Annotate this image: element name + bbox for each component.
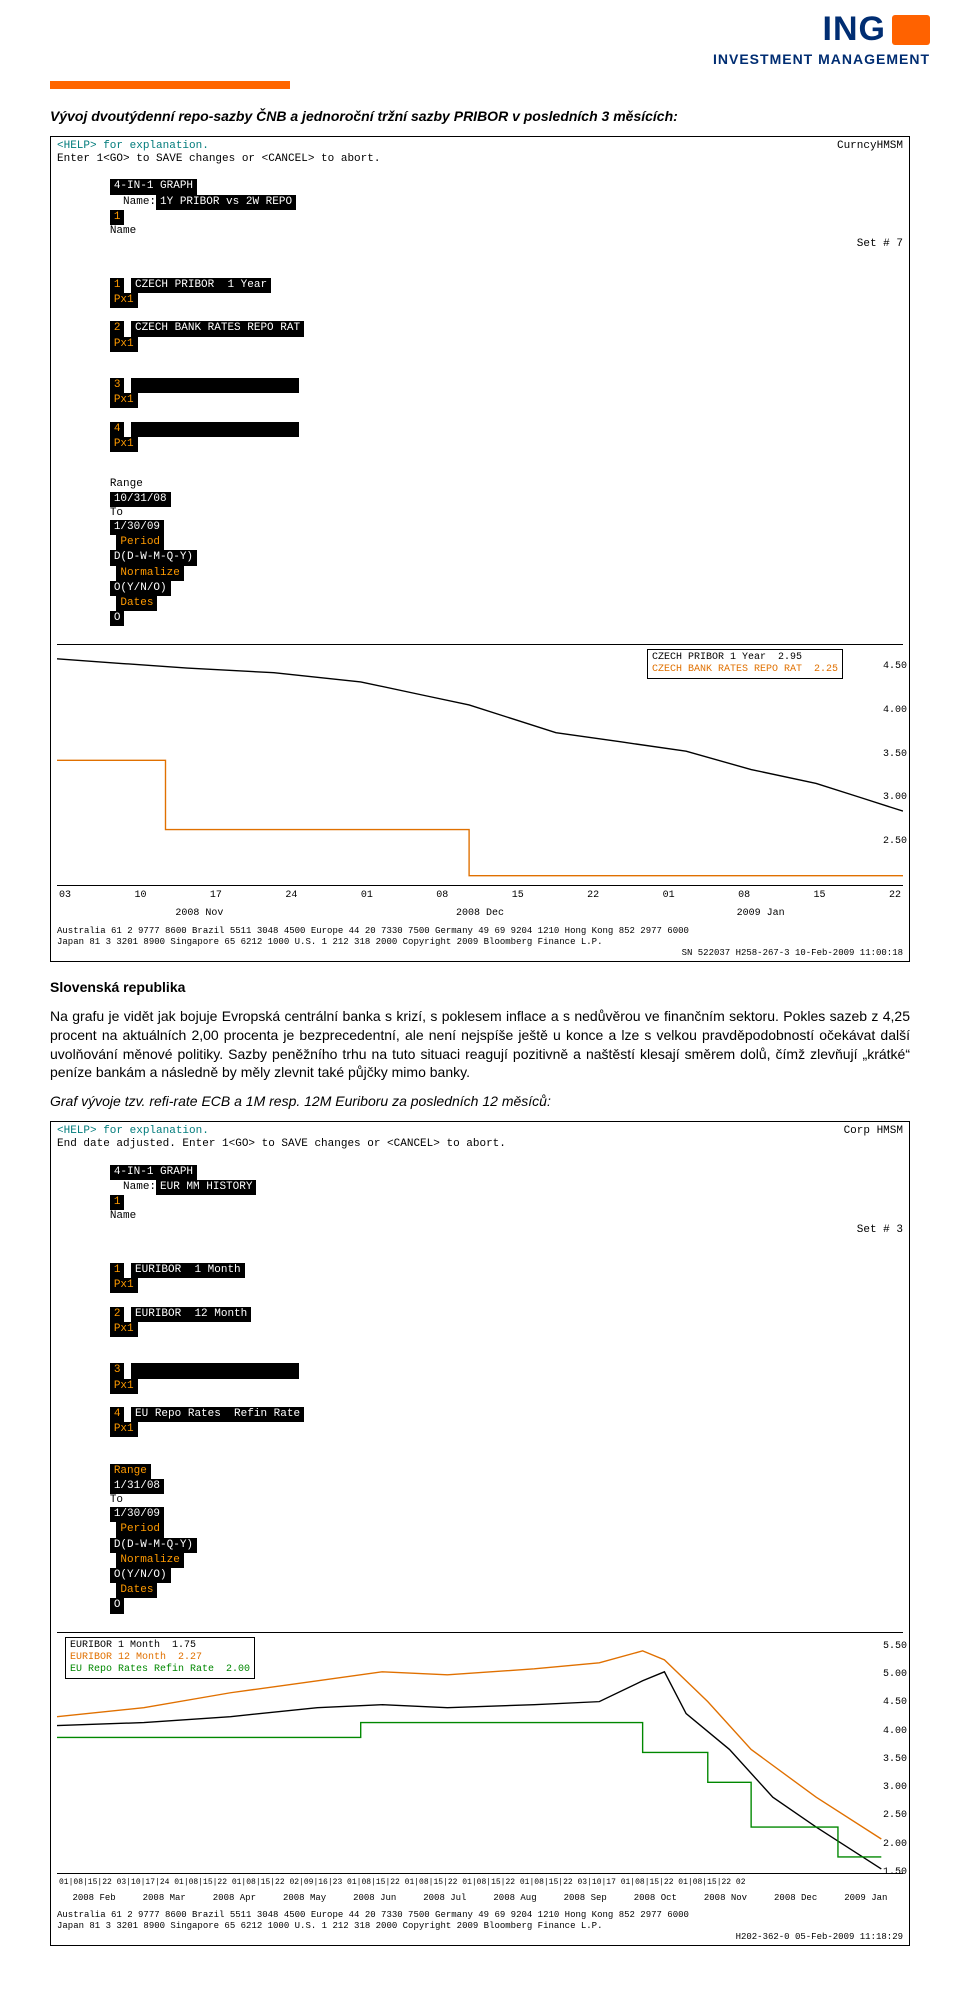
terminal-chart-1: <HELP> for explanation. CurncyHMSM Enter… [50, 136, 910, 962]
to-label: To [110, 507, 123, 519]
chart1-legend: CZECH PRIBOR 1 Year 2.95 CZECH BANK RATE… [647, 649, 843, 679]
range-from: 10/31/08 [110, 492, 171, 507]
s2-label: CZECH BANK RATES REPO RAT [131, 321, 304, 336]
help-line: <HELP> for explanation. [57, 140, 209, 152]
term1-head: <HELP> for explanation. CurncyHMSM Enter… [51, 137, 909, 643]
dates-label: Dates [116, 596, 157, 611]
set-label: Set # 7 [857, 238, 903, 250]
range-label: Range [110, 478, 143, 490]
corner-code: CurncyHMSM [837, 140, 903, 153]
range-to: 1/30/09 [110, 520, 164, 535]
graph-title-2: 4-IN-1 GRAPH [110, 1165, 197, 1180]
chart1-plot: CZECH PRIBOR 1 Year 2.95 CZECH BANK RATE… [57, 644, 903, 886]
save-line-2: End date adjusted. Enter 1<GO> to SAVE c… [57, 1138, 903, 1151]
chart-name: 1Y PRIBOR vs 2W REPO [156, 195, 296, 210]
one-marker: 1 [110, 210, 125, 225]
corner-code-2: Corp HMSM [844, 1125, 903, 1138]
name-label: Name [110, 225, 136, 237]
chart2-name: EUR MM HISTORY [156, 1180, 256, 1195]
body-paragraph: Na grafu je vidět jak bojuje Evropská ce… [50, 1007, 910, 1083]
brand-logo: ING [823, 10, 930, 49]
lion-icon [892, 15, 930, 45]
s1-label: CZECH PRIBOR 1 Year [131, 278, 271, 293]
dates-val: O [110, 611, 125, 626]
px1b: Px1 [110, 337, 138, 352]
brand-name: ING [823, 10, 886, 49]
chart1-svg [57, 645, 903, 899]
px1: Px1 [110, 293, 138, 308]
graph-title: 4-IN-1 GRAPH [110, 179, 197, 194]
term2-head: <HELP> for explanation. Corp HMSM End da… [51, 1122, 909, 1630]
chart2-y-axis: 5.505.004.504.003.503.002.502.001.50 [877, 1633, 907, 1873]
period-label: Period [116, 535, 164, 550]
chart2-x-months: 2008 Feb2008 Mar2008 Apr2008 May2008 Jun… [51, 1891, 909, 1908]
help-line-2: <HELP> for explanation. [57, 1125, 209, 1137]
chart1-y-axis: 4.504.003.503.002.50 [877, 645, 907, 885]
term2-footer: Australia 61 2 9777 8600 Brazil 5511 304… [51, 1908, 909, 1944]
chart2-caption: Graf vývoje tzv. refi-rate ECB a 1M resp… [50, 1092, 910, 1111]
save-line: Enter 1<GO> to SAVE changes or <CANCEL> … [57, 153, 903, 166]
norm-label: Normalize [116, 566, 183, 581]
terminal-chart-2: <HELP> for explanation. Corp HMSM End da… [50, 1121, 910, 1945]
chart2-legend: EURIBOR 1 Month 1.75 EURIBOR 12 Month 2.… [65, 1637, 255, 1679]
section-heading: Slovenská republika [50, 978, 910, 997]
page-header: ING INVESTMENT MANAGEMENT [0, 0, 960, 67]
chart1-x-months: 2008 Nov2008 Dec2009 Jan [51, 906, 909, 924]
chart2-plot: EURIBOR 1 Month 1.75 EURIBOR 12 Month 2.… [57, 1632, 903, 1874]
norm-val: O(Y/N/O) [110, 581, 171, 596]
chart1-caption: Vývoj dvoutýdenní repo-sazby ČNB a jedno… [50, 107, 910, 126]
period-val: D(D-W-M-Q-Y) [110, 550, 197, 565]
brand-sub: INVESTMENT MANAGEMENT [0, 51, 930, 67]
term1-footer: Australia 61 2 9777 8600 Brazil 5511 304… [51, 924, 909, 960]
accent-bar [50, 81, 290, 89]
main-content: Vývoj dvoutýdenní repo-sazby ČNB a jedno… [0, 107, 960, 1992]
